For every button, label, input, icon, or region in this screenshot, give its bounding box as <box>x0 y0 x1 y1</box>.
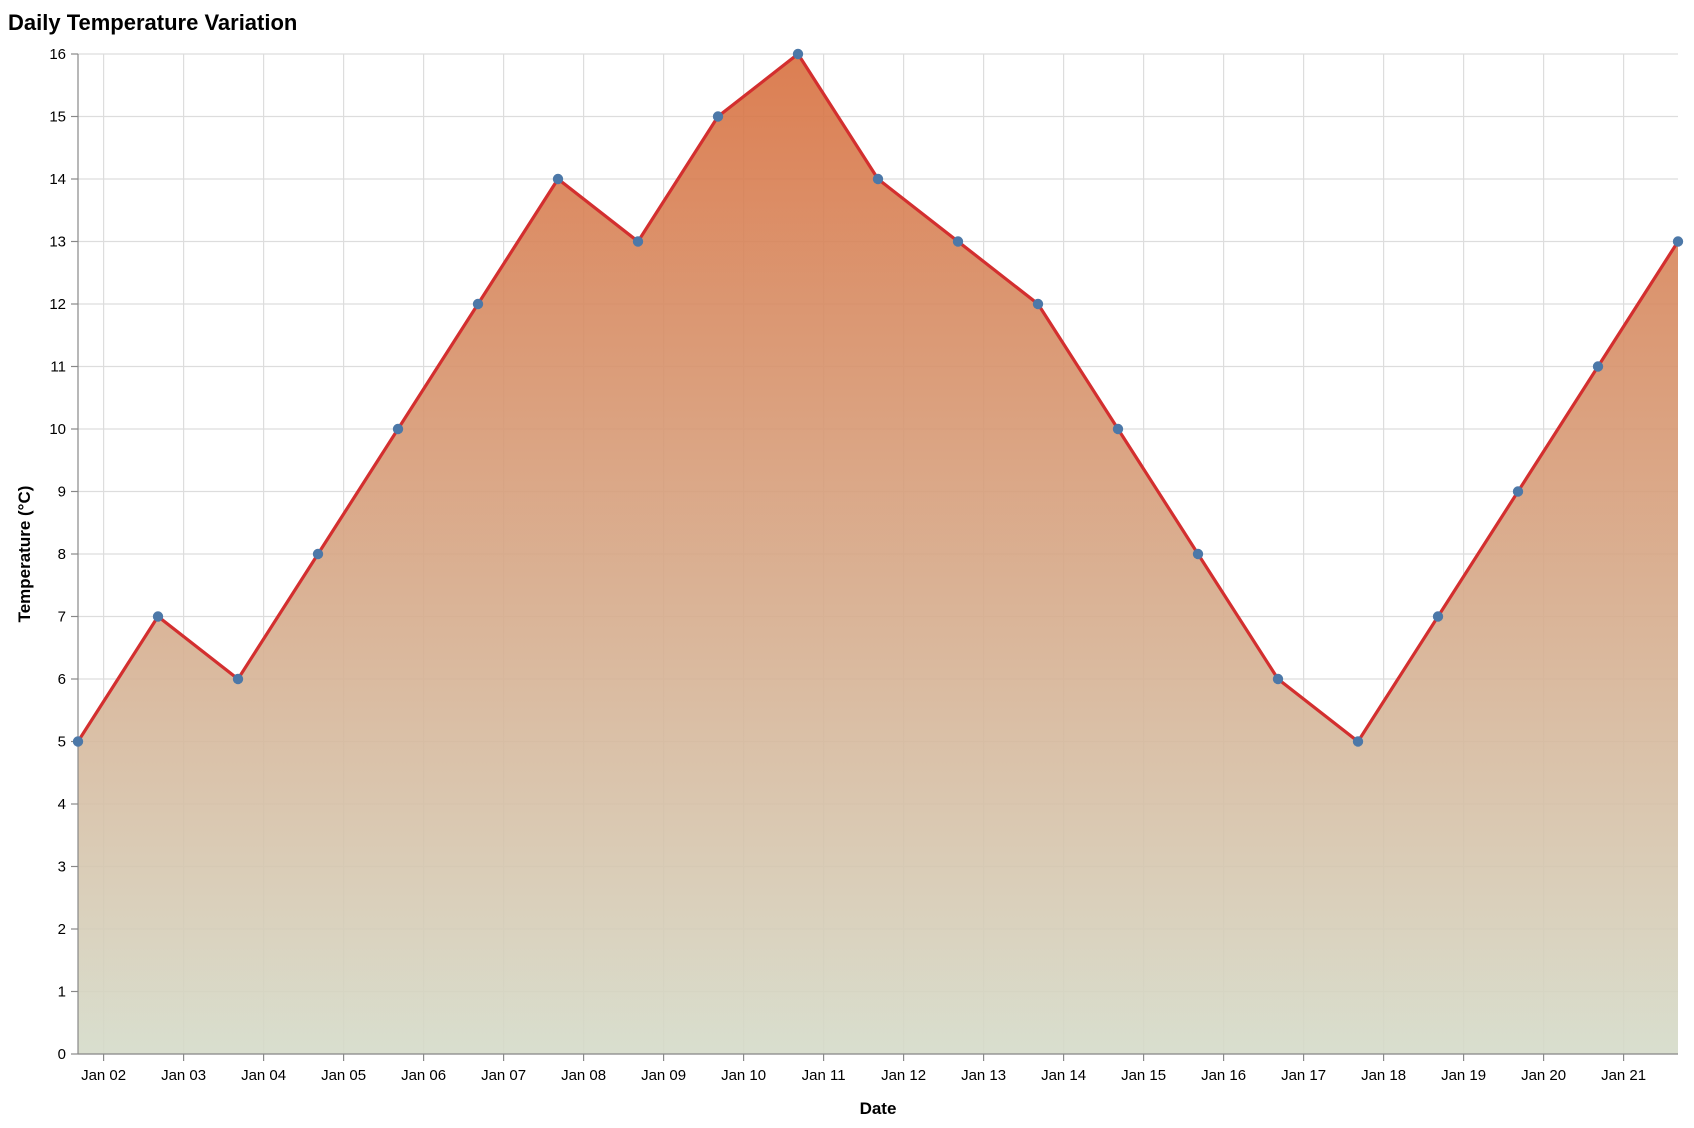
y-tick-label: 1 <box>58 984 66 1001</box>
y-axis-title: Temperature (°C) <box>15 486 34 623</box>
data-point <box>792 48 804 60</box>
data-point <box>1032 298 1044 310</box>
y-tick-label: 9 <box>58 484 66 501</box>
data-point <box>1512 486 1524 497</box>
x-tick-label: Jan 07 <box>481 1067 526 1084</box>
y-tick-label: 7 <box>58 609 66 626</box>
axes: Jan 02 Jan 03 Jan 04 Jan 05 Jan 06 Jan 07 Jan … <box>49 46 1678 1084</box>
x-tick-label: Jan 11 <box>802 1067 846 1084</box>
x-tick-label: Jan 19 <box>1441 1067 1486 1084</box>
x-tick-label: Jan 18 <box>1361 1067 1406 1084</box>
y-tick-label: 11 <box>50 359 66 376</box>
data-points <box>72 48 1684 747</box>
y-tick-label: 2 <box>58 921 66 938</box>
y-tick-label: 8 <box>58 546 66 563</box>
x-tick-label: Jan 02 <box>81 1067 126 1084</box>
y-tick-label: 0 <box>58 1046 66 1063</box>
data-point <box>312 548 324 560</box>
x-tick-label: Jan 20 <box>1521 1067 1566 1084</box>
x-axis-title: Date <box>860 1099 897 1118</box>
x-tick-label: Jan 10 <box>721 1067 766 1084</box>
data-point <box>1432 611 1444 622</box>
x-tick-label: Jan 04 <box>241 1067 286 1084</box>
x-tick-label: Jan 13 <box>961 1067 1006 1084</box>
chart-title: Daily Temperature Variation <box>8 10 297 35</box>
x-tick-label: Jan 03 <box>161 1067 206 1084</box>
y-tick-label: 4 <box>58 796 66 813</box>
data-point <box>152 611 164 622</box>
y-tick-label: 14 <box>49 171 66 188</box>
y-tick-label: 13 <box>49 234 66 251</box>
y-tick-label: 15 <box>49 109 66 126</box>
y-tick-label: 16 <box>49 46 66 63</box>
x-tick-label: Jan 14 <box>1041 1067 1086 1084</box>
data-point <box>632 236 644 247</box>
data-point <box>232 673 244 685</box>
y-tick-label: 6 <box>58 671 66 688</box>
x-tick-label: Jan 05 <box>321 1067 366 1084</box>
x-tick-label: Jan 17 <box>1281 1067 1326 1084</box>
data-point <box>1112 423 1124 435</box>
data-point <box>1352 736 1364 747</box>
x-tick-label: Jan 21 <box>1601 1067 1646 1084</box>
data-point <box>712 111 724 122</box>
data-point <box>872 173 884 185</box>
data-point <box>1592 361 1604 372</box>
data-point <box>72 736 84 747</box>
x-tick-label: Jan 08 <box>561 1067 606 1084</box>
y-tick-label: 3 <box>58 859 66 876</box>
data-point <box>1192 548 1204 560</box>
y-tick-label: 12 <box>49 296 66 313</box>
data-point <box>952 236 964 247</box>
x-tick-label: Jan 12 <box>881 1067 926 1084</box>
x-tick-label: Jan 09 <box>641 1067 686 1084</box>
data-point <box>472 298 484 310</box>
x-tick-label: Jan 16 <box>1201 1067 1246 1084</box>
data-point <box>392 423 404 435</box>
y-tick-label: 5 <box>58 734 66 751</box>
y-tick-label: 10 <box>49 421 66 438</box>
data-point <box>1272 673 1284 685</box>
data-point <box>1672 236 1684 247</box>
x-tick-label: Jan 06 <box>401 1067 446 1084</box>
data-point <box>552 173 564 185</box>
x-tick-label: Jan 15 <box>1121 1067 1166 1084</box>
